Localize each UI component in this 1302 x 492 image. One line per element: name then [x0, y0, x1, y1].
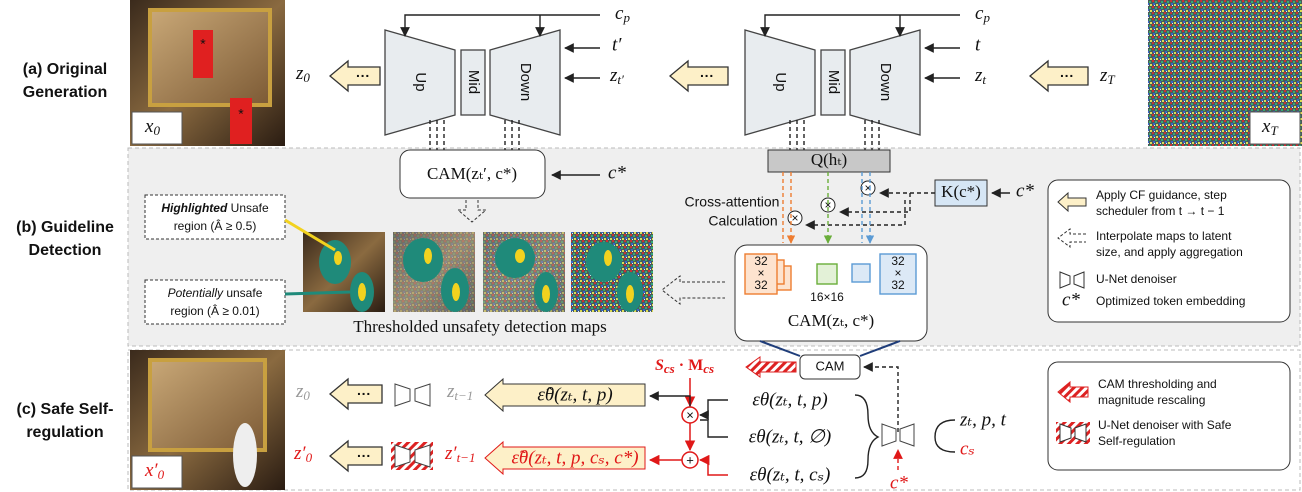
legend-text: size, and apply aggregation	[1096, 245, 1243, 259]
ellipsis: ···	[1060, 68, 1074, 84]
query-label: Q(hₜ)	[811, 150, 847, 169]
legend-text: U-Net denoiser	[1096, 272, 1177, 286]
size-label: 16×16	[810, 290, 844, 304]
token-label: c*	[608, 162, 626, 183]
row-label: Detection	[29, 242, 102, 259]
safe-image: x′0	[130, 350, 285, 490]
svg-text:×: ×	[686, 407, 694, 422]
token-label: c*	[890, 472, 908, 492]
figure: (a) Original Generation (b) Guideline De…	[0, 0, 1302, 492]
eps-tilde: ε̃θ(zₜ, t, p, cₛ, c*)	[511, 447, 638, 468]
input-label: zt	[974, 65, 986, 87]
legend-text: scheduler from t → t − 1	[1096, 204, 1225, 218]
row-label: Generation	[23, 84, 107, 101]
key-label: K(c*)	[941, 182, 981, 201]
input-label: t	[975, 34, 981, 55]
legend-text: CAM thresholding and	[1098, 377, 1217, 391]
svg-text:×: ×	[791, 211, 798, 225]
unet-block-label: Mid	[825, 70, 842, 94]
legend-symbol: c*	[1062, 289, 1080, 310]
input-label: cp	[615, 3, 630, 25]
legend-text: Interpolate maps to latent	[1096, 229, 1232, 243]
callout-text: Highlighted Unsafe	[161, 201, 269, 215]
callout-text: region (Â ≥ 0.01)	[170, 303, 259, 318]
svg-text:*: *	[200, 36, 206, 52]
input-label: zt′	[609, 65, 624, 87]
svg-text:*: *	[238, 106, 244, 122]
maps-caption: Thresholded unsafety detection maps	[353, 317, 607, 336]
unet-block-label: Mid	[465, 70, 482, 94]
size-label: 32	[891, 278, 905, 292]
row-label: (c) Safe Self-	[17, 401, 114, 418]
eps-term: εθ(zₜ, t, p)	[752, 389, 827, 410]
input-label: zT	[1099, 65, 1115, 87]
token-label: c*	[1016, 180, 1034, 201]
row-label: regulation	[26, 424, 103, 441]
callout-text: Potentially unsafe	[168, 286, 263, 300]
guidance-arrow	[670, 61, 728, 91]
guidance-arrow	[1030, 61, 1088, 91]
unet-block-label: Down	[517, 63, 534, 101]
row-label: (a) Original	[23, 61, 107, 78]
attention-label: Calculation	[708, 213, 777, 229]
ellipsis: ···	[356, 68, 370, 84]
unet-block-label: Down	[877, 63, 894, 101]
unet-block-label: Up	[412, 72, 429, 91]
inputs-label: zₜ, p, t	[959, 409, 1007, 430]
legend-text: U-Net denoiser with Safe	[1098, 418, 1232, 432]
eps-term: εθ(zₜ, t, ∅)	[749, 426, 831, 447]
eps-hat: ε̂θ(zₜ, t, p)	[537, 384, 612, 405]
attention-label: Cross-attention	[685, 194, 780, 210]
size-label: 32	[754, 278, 768, 292]
output-label: z0	[295, 63, 310, 85]
cam-label: CAM(zₜ, c*)	[788, 311, 874, 330]
unet-block-label: Up	[772, 72, 789, 91]
legend-text: Apply CF guidance, step	[1096, 188, 1227, 202]
cam-small-label: CAM	[816, 358, 845, 373]
callout-text: region (Â ≥ 0.5)	[174, 218, 257, 233]
svg-text:+: +	[686, 452, 694, 467]
legend-text: Optimized token embedding	[1096, 294, 1245, 308]
guidance-arrow	[330, 61, 380, 91]
legend-text: Self-regulation	[1098, 434, 1175, 448]
input-label: t′	[612, 34, 622, 55]
ellipsis: ···	[357, 386, 371, 402]
inputs-label: cₛ	[960, 438, 975, 459]
cam-label: CAM(zₜ′, c*)	[427, 164, 517, 183]
noise-image: xT	[1148, 0, 1302, 146]
legend-text: magnitude rescaling	[1098, 393, 1205, 407]
input-label: cp	[975, 3, 990, 25]
eps-term: εθ(zₜ, t, cₛ)	[750, 464, 831, 485]
ellipsis: ···	[357, 448, 371, 464]
ellipsis: ···	[700, 68, 714, 84]
original-image: * * x0	[130, 0, 285, 146]
row-label: (b) Guideline	[16, 219, 114, 236]
callout-line	[285, 292, 350, 294]
